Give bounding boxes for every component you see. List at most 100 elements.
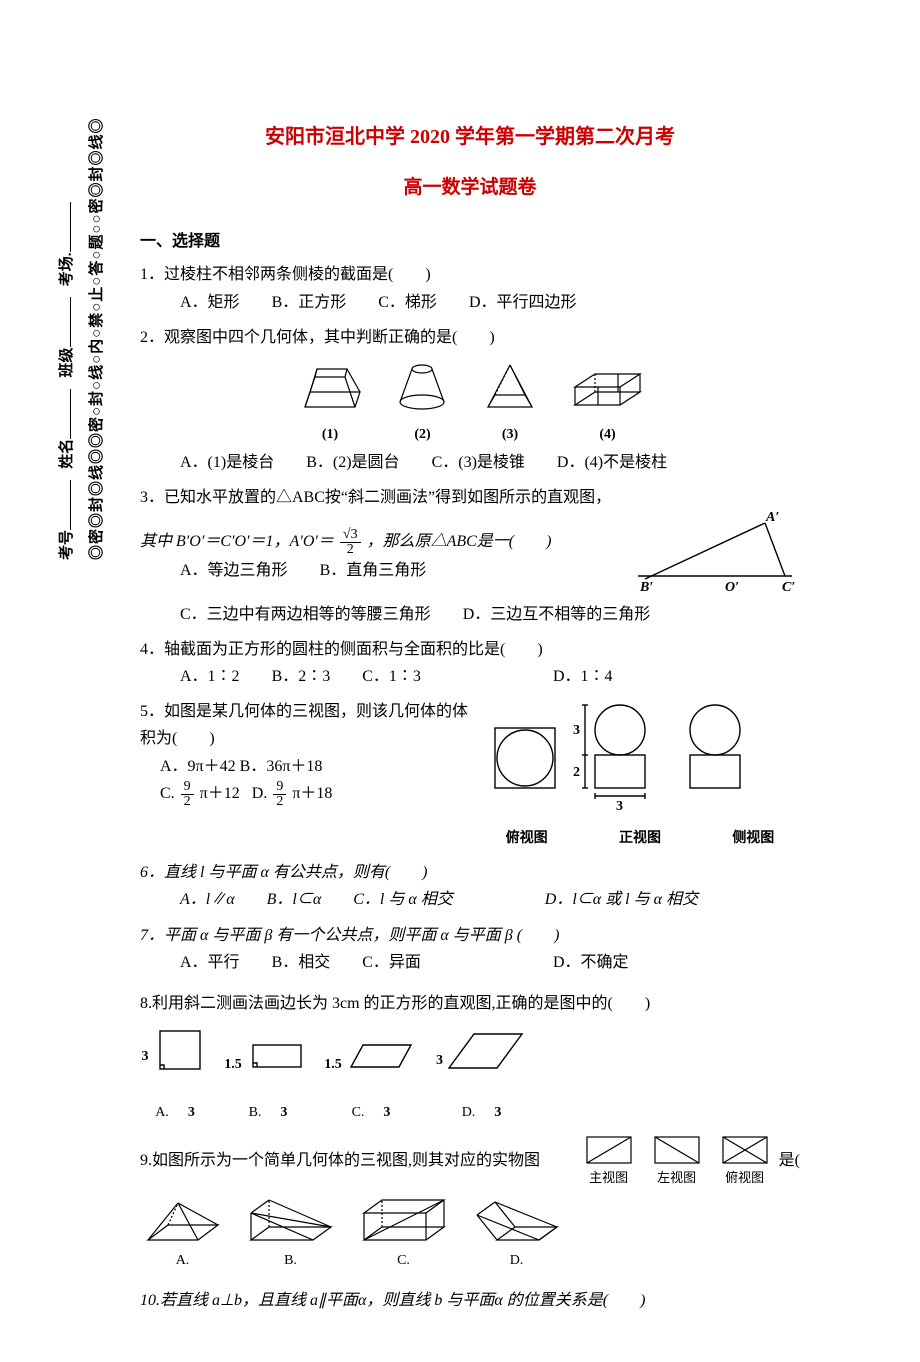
q5-line-ab: A．9π＋42 B．36π＋18 <box>140 753 470 780</box>
q9-vl-2: 俯视图 <box>725 1167 764 1189</box>
field-examno: 考号 <box>59 530 75 560</box>
q8-h-d: 3 <box>436 1049 443 1073</box>
q3-line-cd: C．三边中有两边相等的等腰三角形 D．三边互不相等的三角形 <box>140 601 800 628</box>
q2-figures: (1) (2) (3) <box>140 357 800 447</box>
q8-w-d: 3 <box>494 1101 501 1125</box>
q7-opt-d: D．不确定 <box>553 954 629 971</box>
q7-opt-b: B．相交 <box>272 954 331 971</box>
q9-text-a: 9.如图所示为一个简单几何体的三视图,则其对应的实物图 <box>140 1147 540 1174</box>
q4-options: A．1∶2 B．2∶3 C．1∶3 D．1∶4 <box>140 663 800 690</box>
q6-options: A．l∥α B．l⊂α C．l 与 α 相交 D．l⊂α 或 l 与 α 相交 <box>140 886 800 913</box>
q3-opt-a: A．等边三角形 <box>180 562 288 579</box>
q1-opt-c: C．梯形 <box>378 294 437 311</box>
section-heading-1: 一、选择题 <box>140 228 800 255</box>
field-room: 考场. <box>59 252 75 286</box>
q2-opt-b: B．(2)是圆台 <box>306 454 399 471</box>
q6-opt-c: C．l 与 α 相交 <box>353 891 453 908</box>
question-8: 8.利用斜二测画法画边长为 3cm 的正方形的直观图,正确的是图中的( ) 3 … <box>140 990 800 1125</box>
q5-opt-d-post: π＋18 <box>292 785 332 802</box>
q9-fig-d: D. <box>469 1195 564 1273</box>
q8-w-b: 3 <box>280 1101 287 1125</box>
q3-line-ab: A．等边三角形 B．直角三角形 <box>140 557 610 584</box>
question-10: 10.若直线 a⊥b，且直线 a∥平面α，则直线 b 与平面α 的位置关系是( … <box>140 1287 800 1314</box>
q1-text: 1．过棱柱不相邻两条侧棱的截面是( ) <box>140 261 800 288</box>
q2-fig-1: (1) <box>295 357 365 447</box>
q8-text: 8.利用斜二测画法画边长为 3cm 的正方形的直观图,正确的是图中的( ) <box>140 990 800 1017</box>
svg-text:3: 3 <box>616 799 623 814</box>
q3-t2a: 其中 B′O′＝C′O′＝1，A′O′＝ <box>140 533 334 550</box>
q3-line2: 其中 B′O′＝C′O′＝1，A′O′＝ √3 2 ，那么原△ABC是一( ) <box>140 528 610 557</box>
q2-lbl-2: (2) <box>395 423 450 447</box>
q8-lbl-b: B. <box>249 1101 262 1125</box>
question-2: 2．观察图中四个几何体，其中判断正确的是( ) (1) (2) <box>140 324 800 476</box>
q5-c-num: 9 <box>181 780 194 795</box>
q8-fig-d: 3 D. 3 <box>434 1028 529 1125</box>
margin-binding-line: ◎密◎封◎线◎◎密○封○线○内○禁○止○答○题○○密◎封◎线◎ <box>85 0 106 560</box>
page-content: 安阳市洹北中学 2020 学年第一学期第二次月考 高一数学试题卷 一、选择题 1… <box>0 0 920 1362</box>
q1-opt-a: A．矩形 <box>180 294 240 311</box>
q9-lbl-c: C. <box>397 1249 410 1273</box>
page-subtitle: 高一数学试题卷 <box>140 172 800 204</box>
q4-opt-d: D．1∶4 <box>553 668 613 685</box>
q6-text: 6．直线 l 与平面 α 有公共点，则有( ) <box>140 859 800 886</box>
q5-lbl-side: 侧视图 <box>732 827 774 851</box>
q9-text-b: 是( <box>779 1147 800 1174</box>
q2-opt-c: C．(3)是棱锥 <box>432 454 525 471</box>
q5-lbl-top: 俯视图 <box>506 827 548 851</box>
question-1: 1．过棱柱不相邻两条侧棱的截面是( ) A．矩形 B．正方形 C．梯形 D．平行… <box>140 261 800 315</box>
question-4: 4．轴截面为正方形的圆柱的侧面积与全面积的比是( ) A．1∶2 B．2∶3 C… <box>140 636 800 690</box>
q9-lbl-b: B. <box>284 1249 297 1273</box>
q5-figure: 3 2 3 俯视图 正视图 侧视图 <box>480 698 800 851</box>
q8-w-c: 3 <box>383 1101 390 1125</box>
question-5: 5．如图是某几何体的三视图，则该几何体的体积为( ) A．9π＋42 B．36π… <box>140 698 800 851</box>
question-6: 6．直线 l 与平面 α 有公共点，则有( ) A．l∥α B．l⊂α C．l … <box>140 859 800 913</box>
q8-h-c: 1.5 <box>324 1053 342 1077</box>
q2-lbl-4: (4) <box>570 423 645 447</box>
question-3: 3．已知水平放置的△ABC按“斜二测画法”得到如图所示的直观图， 其中 B′O′… <box>140 484 800 628</box>
q1-opt-d: D．平行四边形 <box>469 294 577 311</box>
question-7: 7．平面 α 与平面 β 有一个公共点，则平面 α 与平面 β ( ) A．平行… <box>140 922 800 976</box>
q9-fig-a: A. <box>140 1195 225 1273</box>
q3-opt-d: D．三边互不相等的三角形 <box>463 606 651 623</box>
q9-vl-1: 左视图 <box>657 1167 696 1189</box>
q3-frac-num: √3 <box>340 528 361 543</box>
q7-opt-a: A．平行 <box>180 954 240 971</box>
q6-opt-b: B．l⊂α <box>267 891 322 908</box>
q5-frac-c: 9 2 <box>181 780 194 809</box>
q3-frac-den: 2 <box>344 543 357 557</box>
q5-opt-d-pre: D. <box>252 785 268 802</box>
q5-frac-d: 9 2 <box>273 780 286 809</box>
q1-options: A．矩形 B．正方形 C．梯形 D．平行四边形 <box>140 289 800 316</box>
svg-text:2: 2 <box>573 765 580 780</box>
q5-line-cd: C. 9 2 π＋12 D. 9 2 π＋18 <box>140 780 470 809</box>
q2-opt-d: D．(4)不是棱柱 <box>557 454 667 471</box>
q4-opt-c: C．1∶3 <box>362 668 421 685</box>
blank-name <box>56 389 71 439</box>
q5-opt-a: A．9π＋42 <box>160 758 236 775</box>
field-class: 班级 <box>59 347 75 377</box>
q5-opt-b: B．36π＋18 <box>240 758 323 775</box>
q6-opt-d: D．l⊂α 或 l 与 α 相交 <box>545 891 698 908</box>
q8-lbl-d: D. <box>462 1101 476 1125</box>
q5-opt-c-post: π＋12 <box>200 785 240 802</box>
q2-opt-a: A．(1)是棱台 <box>180 454 274 471</box>
svg-text:A′: A′ <box>765 511 779 525</box>
q8-w-a: 3 <box>188 1101 195 1125</box>
q10-text: 10.若直线 a⊥b，且直线 a∥平面α，则直线 b 与平面α 的位置关系是( … <box>140 1287 800 1314</box>
q8-fig-b: 1.5 B. 3 <box>228 1033 308 1125</box>
q8-fig-a: 3 A. 3 <box>140 1023 210 1125</box>
q1-opt-b: B．正方形 <box>272 294 347 311</box>
q2-fig-4: (4) <box>570 357 645 447</box>
q2-lbl-1: (1) <box>295 423 365 447</box>
q2-fig-2: (2) <box>395 357 450 447</box>
question-9: 9.如图所示为一个简单几何体的三视图,则其对应的实物图 主视图 左视图 <box>140 1133 800 1273</box>
q8-figures: 3 A. 3 1.5 B. 3 1.5 C. 3 <box>140 1023 800 1125</box>
q9-fig-b: B. <box>243 1195 338 1273</box>
q8-h-a: 3 <box>142 1045 149 1069</box>
q3-opt-b: B．直角三角形 <box>320 562 427 579</box>
svg-text:O′: O′ <box>725 580 739 591</box>
q5-d-den: 2 <box>273 795 286 809</box>
q2-lbl-3: (3) <box>480 423 540 447</box>
q9-answer-figs: A. B. C. <box>140 1195 800 1273</box>
page-title: 安阳市洹北中学 2020 学年第一学期第二次月考 <box>140 120 800 154</box>
